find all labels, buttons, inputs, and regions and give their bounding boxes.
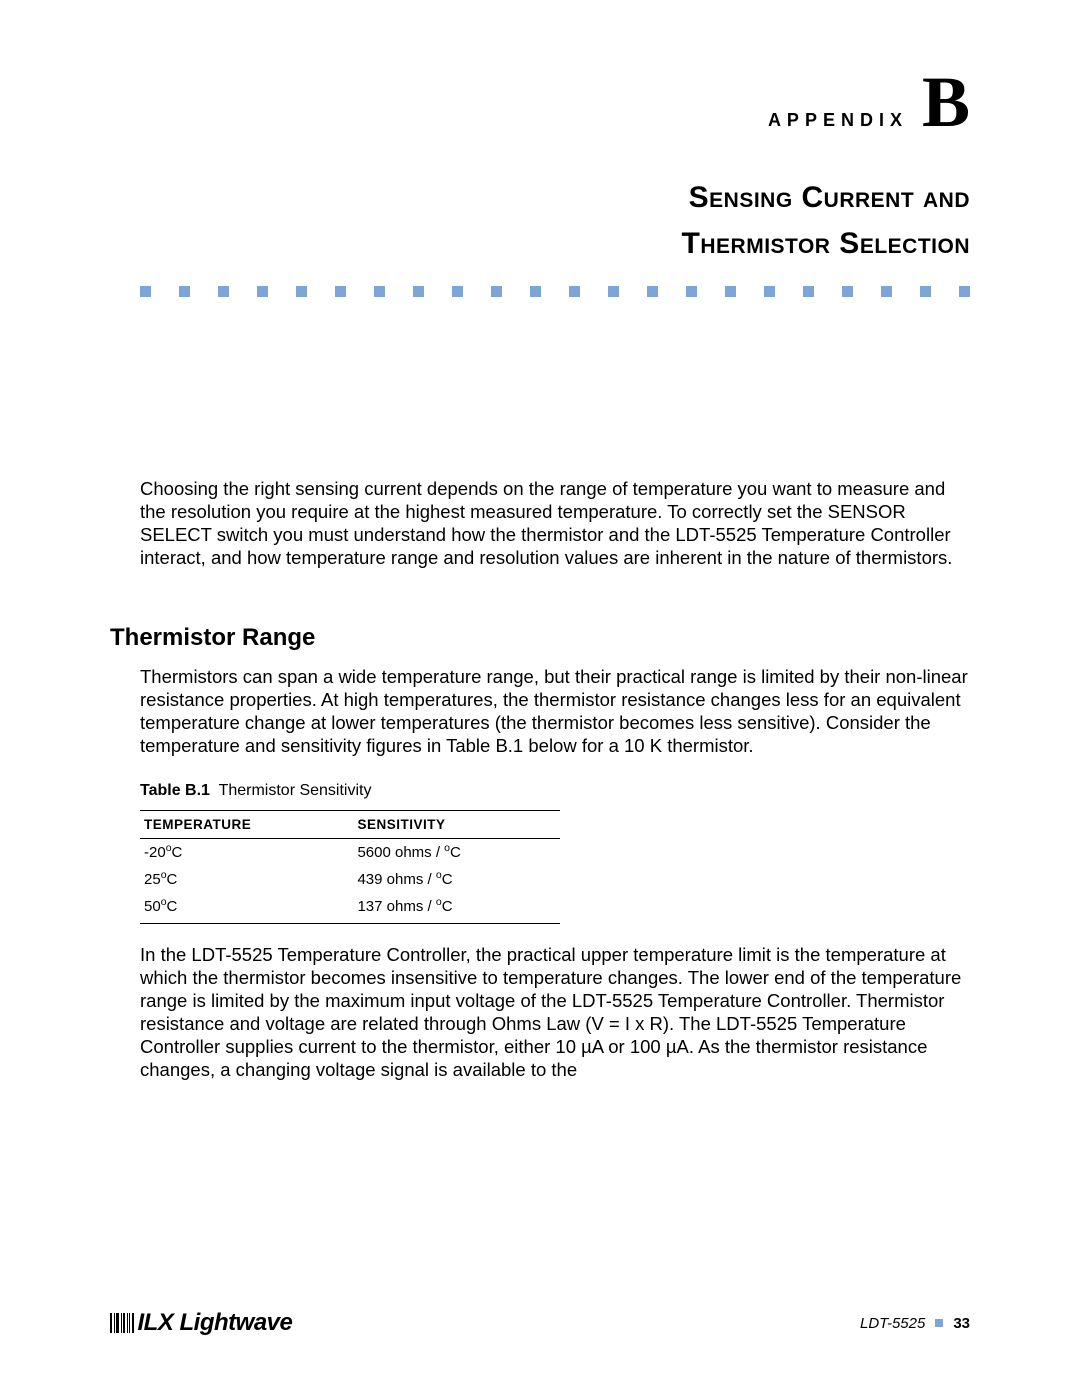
table-header-temperature: TEMPERATURE xyxy=(140,811,353,839)
intro-paragraph: Choosing the right sensing current depen… xyxy=(140,477,970,570)
cell-sensitivity: 5600 ohms / oC xyxy=(353,839,560,867)
cell-temperature: -20oC xyxy=(140,839,353,867)
dot-icon xyxy=(296,286,307,297)
dot-icon xyxy=(530,286,541,297)
dot-icon xyxy=(491,286,502,297)
section-heading: Thermistor Range xyxy=(110,624,970,652)
appendix-label: APPENDIX xyxy=(768,110,908,131)
appendix-line: APPENDIX B xyxy=(110,70,970,135)
dot-icon xyxy=(218,286,229,297)
company-logo: ILX Lightwave xyxy=(110,1309,292,1337)
section-body-1: Thermistors can span a wide temperature … xyxy=(140,666,970,758)
dot-icon xyxy=(413,286,424,297)
dot-icon xyxy=(725,286,736,297)
table-row: 50oC137 ohms / oC xyxy=(140,893,560,924)
dot-icon xyxy=(881,286,892,297)
document-id: LDT-5525 xyxy=(860,1315,925,1332)
thermistor-table: TEMPERATURE SENSITIVITY -20oC5600 ohms /… xyxy=(140,810,560,924)
dot-icon xyxy=(335,286,346,297)
dot-icon xyxy=(140,286,151,297)
dot-icon xyxy=(764,286,775,297)
dotted-divider xyxy=(110,286,970,297)
dot-icon xyxy=(803,286,814,297)
section-body-2: In the LDT-5525 Temperature Controller, … xyxy=(140,944,970,1082)
appendix-header: APPENDIX B xyxy=(110,70,970,135)
dot-icon xyxy=(179,286,190,297)
dot-icon xyxy=(920,286,931,297)
table-caption-label: Table B.1 xyxy=(140,782,210,799)
cell-temperature: 50oC xyxy=(140,893,353,924)
appendix-letter: B xyxy=(922,70,970,135)
footer-right: LDT-5525 33 xyxy=(860,1315,970,1332)
table-row: -20oC5600 ohms / oC xyxy=(140,839,560,867)
dot-icon xyxy=(647,286,658,297)
cell-sensitivity: 439 ohms / oC xyxy=(353,866,560,893)
page-number: 33 xyxy=(953,1315,970,1332)
footer-square-icon xyxy=(935,1319,943,1327)
dot-icon xyxy=(374,286,385,297)
dot-icon xyxy=(452,286,463,297)
table-header-row: TEMPERATURE SENSITIVITY xyxy=(140,811,560,839)
title-line-1: Sensing Current and xyxy=(689,181,970,214)
dot-icon xyxy=(686,286,697,297)
dot-icon xyxy=(608,286,619,297)
dot-icon xyxy=(959,286,970,297)
page-footer: ILX Lightwave LDT-5525 33 xyxy=(110,1309,970,1337)
dot-icon xyxy=(569,286,580,297)
table-caption-text: Thermistor Sensitivity xyxy=(219,782,372,799)
chapter-title: Sensing Current and Thermistor Selection xyxy=(110,175,970,268)
table-header-sensitivity: SENSITIVITY xyxy=(353,811,560,839)
logo-text: ILX Lightwave xyxy=(138,1309,293,1337)
title-line-2: Thermistor Selection xyxy=(682,227,970,260)
page-container: APPENDIX B Sensing Current and Thermisto… xyxy=(0,0,1080,1397)
dot-icon xyxy=(257,286,268,297)
cell-temperature: 25oC xyxy=(140,866,353,893)
cell-sensitivity: 137 ohms / oC xyxy=(353,893,560,924)
dot-icon xyxy=(842,286,853,297)
table-row: 25oC439 ohms / oC xyxy=(140,866,560,893)
logo-barcode-icon xyxy=(110,1313,134,1333)
table-caption: Table B.1 Thermistor Sensitivity xyxy=(140,782,970,800)
